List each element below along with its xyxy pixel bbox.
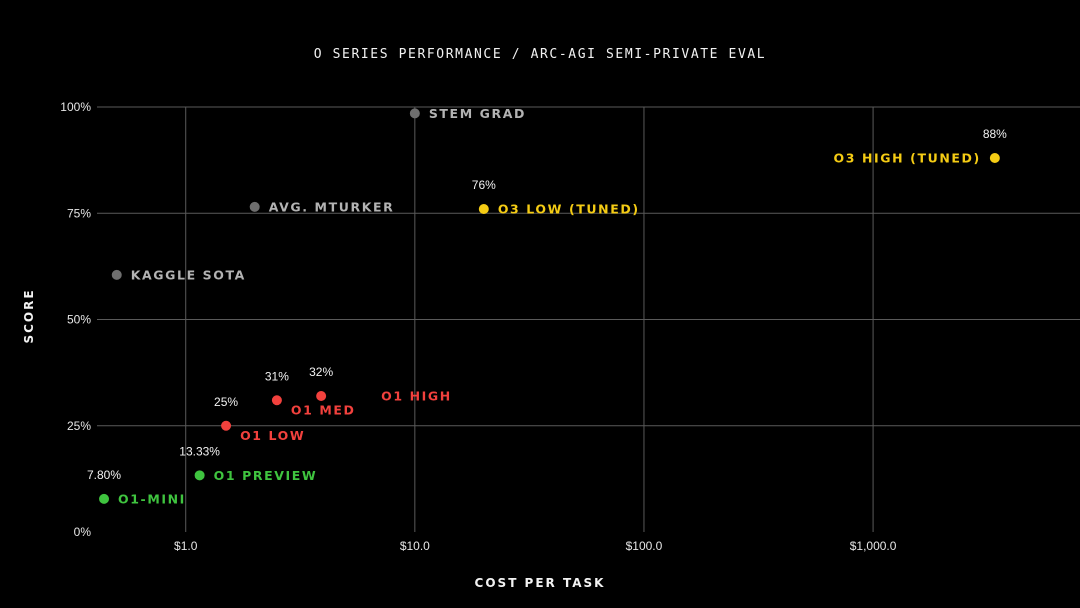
point-name-label: O3 HIGH (TUNED) xyxy=(834,151,981,166)
point-name-label: O3 LOW (TUNED) xyxy=(498,202,640,217)
point-avg-mturker: AVG. MTURKER xyxy=(249,199,395,214)
y-tick-label: 100% xyxy=(60,100,91,114)
point-marker xyxy=(316,391,327,401)
point-o3-low-tuned: O3 LOW (TUNED)76% xyxy=(472,178,640,217)
point-name-label: STEM GRAD xyxy=(429,106,526,121)
grid xyxy=(97,106,1080,532)
point-stem-grad: STEM GRAD xyxy=(409,106,526,121)
point-marker xyxy=(249,201,260,212)
point-marker xyxy=(99,493,110,504)
x-tick-label: $10.0 xyxy=(400,539,430,553)
point-name-label: O1 PREVIEW xyxy=(214,468,318,483)
point-name-label: AVG. MTURKER xyxy=(269,199,395,214)
point-o1-high: O1 HIGH 32% xyxy=(309,365,452,404)
point-o1-mini: O1-MINI 7.80% xyxy=(87,468,186,507)
point-o1-med: O1 MED 31% xyxy=(265,369,356,417)
point-marker xyxy=(478,204,489,214)
point-name-label: KAGGLE SOTA xyxy=(131,267,246,282)
point-marker xyxy=(194,470,205,481)
y-tick-label: 75% xyxy=(67,206,91,220)
x-axis-title: COST PER TASK xyxy=(475,576,606,590)
x-tick-label: $1.0 xyxy=(174,539,198,553)
point-name-label: O1 HIGH xyxy=(381,389,452,404)
point-marker xyxy=(111,269,122,280)
point-o1-low: O1 LOW 25% xyxy=(214,395,305,443)
chart-title: O SERIES PERFORMANCE / ARC-AGI SEMI-PRIV… xyxy=(313,47,767,62)
point-o1-preview: O1 PREVIEW 13.33% xyxy=(179,444,318,483)
point-marker xyxy=(271,395,282,406)
point-name-label: O1-MINI xyxy=(118,491,186,506)
point-value-label: 13.33% xyxy=(179,444,220,458)
point-value-label: 76% xyxy=(472,178,496,192)
data-points: STEM GRAD AVG. MTURKER KAGGLE SOTA O3 LOW (… xyxy=(87,106,1007,506)
point-kaggle-sota: KAGGLE SOTA xyxy=(111,267,246,282)
y-tick-label: 25% xyxy=(67,419,91,433)
y-tick-label: 0% xyxy=(74,525,92,539)
point-value-label: 88% xyxy=(983,127,1007,141)
point-value-label: 7.80% xyxy=(87,468,121,482)
point-o3-high-tuned: O3 HIGH (TUNED)88% xyxy=(834,127,1008,166)
x-tick-label: $1,000.0 xyxy=(850,539,897,553)
point-value-label: 32% xyxy=(309,365,333,379)
tick-labels: 0% 25% 50% 75% 100% $1.0 $10.0 $100.0 $1,000.0 xyxy=(60,100,896,553)
point-value-label: 25% xyxy=(214,395,238,409)
y-axis-title: SCORE xyxy=(22,288,36,343)
point-value-label: 31% xyxy=(265,369,289,383)
point-name-label: O1 LOW xyxy=(240,428,305,443)
point-marker xyxy=(221,420,232,431)
point-marker xyxy=(989,153,1000,163)
y-tick-label: 50% xyxy=(67,313,91,327)
x-tick-label: $100.0 xyxy=(626,539,663,553)
point-marker xyxy=(409,108,420,119)
point-name-label: O1 MED xyxy=(291,402,356,417)
